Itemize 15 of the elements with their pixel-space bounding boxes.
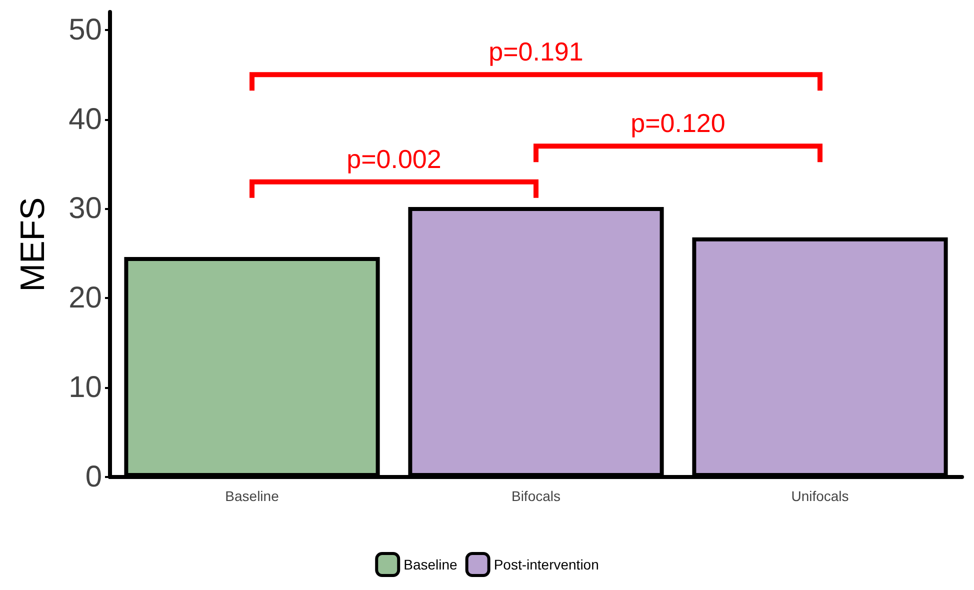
y-tick-label: 30: [68, 192, 102, 226]
annotation: p=0.120: [630, 108, 726, 138]
y-axis-title: MEFS: [14, 197, 52, 292]
y-tick-label: 10: [68, 371, 102, 404]
legend-label: Baseline: [404, 556, 458, 572]
y-tick-label: 50: [68, 13, 102, 46]
y-tick-label: 0: [85, 460, 102, 494]
legend-label: Post-intervention: [494, 556, 599, 572]
annotation: p=0.191: [488, 36, 584, 67]
x-tick-label: Bifocals: [511, 488, 561, 504]
x-tick-label: Baseline: [225, 488, 280, 504]
y-tick-label: 40: [68, 102, 102, 136]
annotation: p=0.002: [346, 144, 442, 174]
x-tick-label: Unifocals: [791, 488, 849, 504]
y-tick-label: 20: [68, 282, 102, 315]
